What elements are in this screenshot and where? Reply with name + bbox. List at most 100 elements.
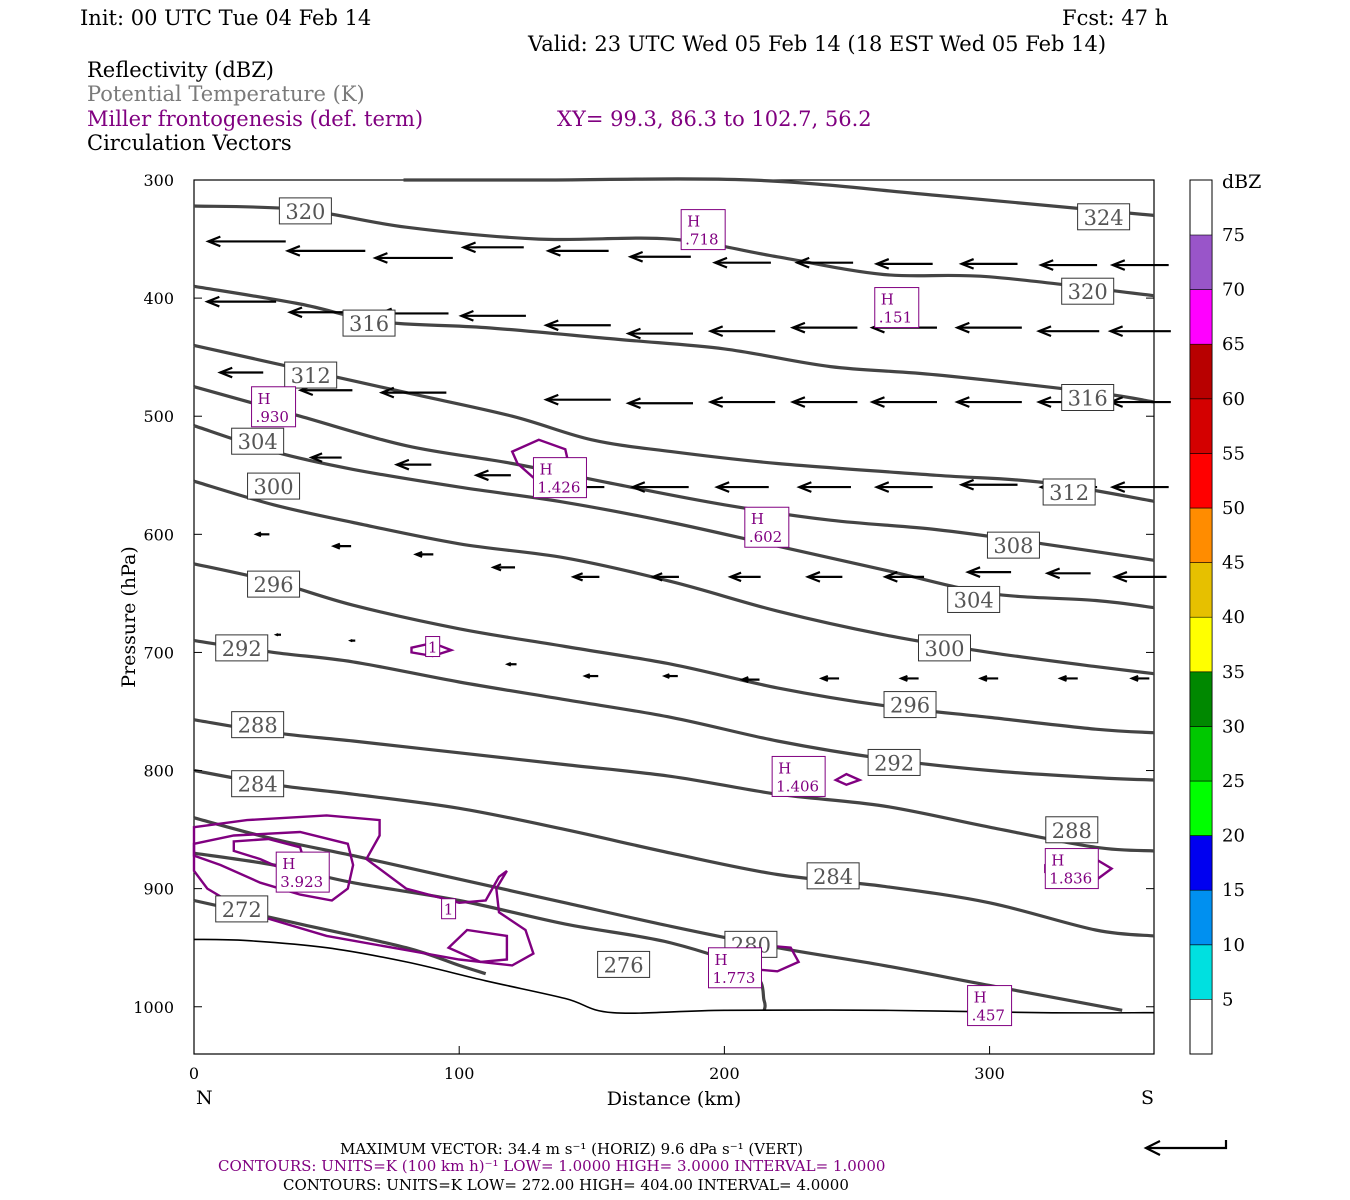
circulation-vector-head	[330, 542, 341, 550]
plot-frame	[193, 179, 1155, 1055]
frontogenesis-contour-label: 1	[444, 901, 454, 919]
field-potential-temperature: Potential Temperature (K)	[87, 82, 365, 106]
frontogenesis-maximum-box	[275, 851, 330, 893]
circulation-vector	[965, 566, 1012, 578]
circulation-vector	[869, 396, 937, 408]
circulation-vector	[1109, 259, 1169, 271]
isentrope-label-284-b: 284	[806, 862, 860, 890]
colorbar-label-65: 65	[1222, 334, 1245, 355]
circulation-vector	[789, 396, 858, 408]
circulation-vector-head	[898, 674, 908, 682]
circulation-vector-head	[954, 321, 970, 334]
frontogenesis-maximum-3: H1.426	[532, 457, 587, 499]
circulation-vector	[1038, 259, 1098, 271]
y-tick-label: 900	[143, 880, 174, 899]
field-frontogenesis: Miller frontogenesis (def. term)	[87, 107, 423, 131]
circulation-vector-head	[543, 393, 559, 406]
isentrope-280	[193, 816, 1123, 1012]
x-tick-label: 200	[709, 1064, 740, 1083]
field-circulation-vectors: Circulation Vectors	[87, 131, 292, 155]
circulation-vector	[543, 393, 611, 406]
isentrope-label-304-a: 304	[231, 427, 285, 455]
circulation-vector	[1109, 481, 1169, 493]
colorbar-swatch-60	[1189, 343, 1213, 400]
circulation-vector-head	[958, 478, 975, 491]
circulation-vector	[661, 673, 678, 679]
circulation-vector-head	[707, 396, 724, 408]
frontogenesis-contour-0	[192, 814, 535, 967]
circulation-vector-head	[714, 481, 730, 493]
isentrope-label-296-b-box	[883, 691, 937, 719]
isentrope-label-316-a-box	[342, 309, 396, 337]
circulation-vector	[794, 256, 854, 269]
footer-max-vector: MAXIMUM VECTOR: 34.4 m s⁻¹ (HORIZ) 9.6 d…	[340, 1140, 803, 1158]
colorbar: 5 10 15 20 25 30 35 40 45 50 55 60 65 70 75	[1189, 179, 1245, 1055]
y-tick-label: 1000	[133, 998, 174, 1017]
circulation-vector	[873, 481, 933, 493]
circulation-vector	[629, 481, 689, 493]
isentrope-label-312-a: 312	[284, 361, 338, 389]
circulation-vector	[393, 458, 432, 471]
isentrope-label-320-b-box	[1061, 277, 1115, 305]
isentrope-label-316-b-box	[1061, 384, 1115, 411]
isentrope-label-304-a-text: 304	[238, 430, 278, 454]
circulation-vector	[796, 481, 851, 493]
circulation-vector	[739, 676, 760, 684]
frontogenesis-contour-6	[833, 772, 863, 786]
circulation-vector	[954, 321, 1022, 334]
colorbar-label-10: 10	[1222, 935, 1245, 956]
circulation-vector-head	[873, 258, 890, 270]
isentrope-label-284-b-text: 284	[813, 865, 853, 889]
isentrope-320	[193, 204, 1155, 298]
frontogenesis-maximum-box	[874, 287, 920, 329]
frontogenesis-maximum-label: H	[778, 759, 791, 777]
isentrope-label-284-a-box	[231, 770, 285, 798]
circulation-vector	[413, 550, 434, 558]
isentrope-label-316-b-text: 316	[1068, 387, 1108, 411]
colorbar-label-55: 55	[1222, 443, 1245, 464]
circulation-vector-head	[287, 306, 303, 319]
isentrope-label-316-b: 316	[1061, 384, 1115, 411]
isentrope-label-276-b-text: 276	[604, 953, 644, 977]
circulation-vector-head	[1036, 396, 1052, 408]
frontogenesis-maximum-11: H.457	[967, 985, 1013, 1027]
circulation-vector	[1111, 571, 1167, 583]
isentrope-label-296-a-text: 296	[254, 573, 294, 597]
field-reflectivity: Reflectivity (dBZ)	[87, 58, 274, 82]
frontogenesis-maximum-value: 1.406	[776, 777, 819, 795]
circulation-vector-head	[965, 566, 981, 578]
isentrope-label-288-a: 288	[231, 711, 285, 739]
circulation-vector-head	[490, 563, 502, 572]
circulation-vector-head	[789, 396, 806, 408]
contour-labels-layer: 324 320 320 316 316 312 312 308 304 304 300 300 296 2…	[215, 197, 1131, 1027]
x-tick-label: 300	[974, 1064, 1005, 1083]
colorbar-label-15: 15	[1222, 880, 1245, 901]
frontogenesis-maximum-value: 1.773	[712, 969, 755, 987]
circulation-vector-head	[727, 571, 742, 583]
circulation-vector	[473, 469, 511, 482]
circulation-vector	[727, 571, 761, 583]
circulation-vector-head	[504, 662, 512, 667]
isentrope-label-320-a-text: 320	[285, 200, 325, 224]
circulation-vector-head	[204, 295, 220, 308]
isentrope-label-288-b: 288	[1045, 816, 1099, 844]
circulation-vector	[882, 571, 925, 583]
frontogenesis-maximum-box	[680, 209, 726, 251]
isentrope-label-292-a-text: 292	[222, 637, 262, 661]
forecast-hour: Fcst: 47 h	[1062, 6, 1168, 30]
circulation-vector-head	[205, 235, 221, 248]
reference-vector-icon	[1143, 1140, 1228, 1156]
circulation-vector-head	[284, 245, 301, 257]
frontogenesis-maximum-label: H	[881, 291, 894, 309]
isentrope-label-312-b-text: 312	[1049, 481, 1089, 505]
circulation-vector-head	[273, 633, 279, 637]
isentrope-label-300-b-text: 300	[924, 637, 964, 661]
isentrope-label-292-a: 292	[215, 634, 269, 662]
frontogenesis-maximum-6: H1.406	[771, 755, 826, 797]
circulation-vector-head	[393, 458, 410, 471]
y-tick-label: 500	[143, 407, 174, 426]
circulation-vector	[1129, 674, 1150, 682]
circulation-vector	[543, 319, 611, 332]
circulation-vector	[707, 396, 776, 408]
circulation-vector-head	[625, 397, 641, 410]
